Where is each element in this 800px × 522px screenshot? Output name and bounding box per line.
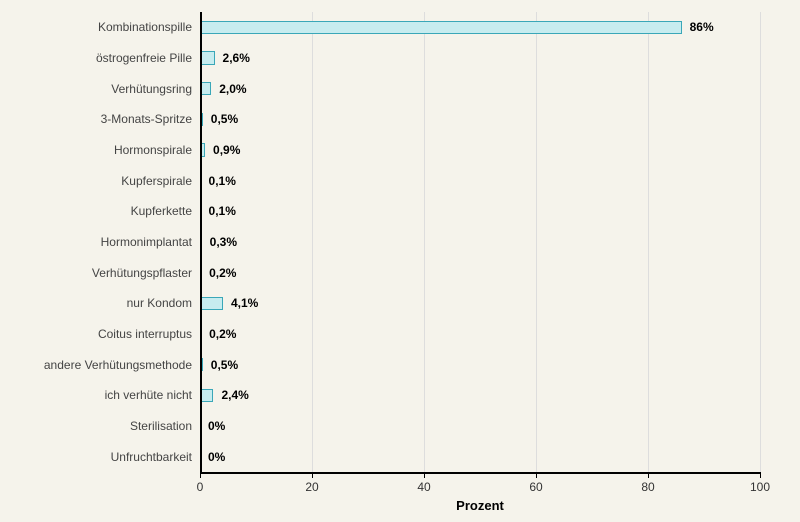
value-label: 0,2% [209, 327, 236, 341]
category-label: Kombinationspille [98, 20, 192, 34]
bar [200, 389, 213, 402]
y-axis [200, 12, 202, 472]
value-label: 0,9% [213, 143, 240, 157]
category-label: östrogenfreie Pille [96, 51, 192, 65]
value-label: 0,5% [211, 112, 238, 126]
value-label: 2,6% [223, 51, 250, 65]
value-label: 2,4% [221, 388, 248, 402]
value-label: 0,1% [209, 174, 236, 188]
x-tick [760, 472, 761, 478]
bar [200, 21, 682, 34]
category-label: ich verhüte nicht [105, 388, 192, 402]
x-tick [424, 472, 425, 478]
bar [200, 51, 215, 64]
plot-area: 86% 2,6% 2,0% 0,5% 0,9% 0,1% 0,1% 0,3% 0,2% 4,1% 0… [200, 12, 760, 472]
category-label: Kupferkette [131, 204, 192, 218]
value-label: 2,0% [219, 82, 246, 96]
category-label: Verhütungspflaster [92, 266, 192, 280]
value-label: 0,3% [210, 235, 237, 249]
category-label: Kupferspirale [121, 174, 192, 188]
x-tick [536, 472, 537, 478]
category-label: Unfruchtbarkeit [111, 450, 192, 464]
bar [200, 297, 223, 310]
category-label: Sterilisation [130, 419, 192, 433]
category-label: 3-Monats-Spritze [101, 112, 192, 126]
x-tick-label: 60 [529, 480, 542, 494]
x-tick-label: 100 [750, 480, 770, 494]
category-label: andere Verhütungsmethode [44, 358, 192, 372]
x-tick-label: 20 [305, 480, 318, 494]
value-label: 4,1% [231, 296, 258, 310]
category-label: Hormonimplantat [101, 235, 192, 249]
category-label: Verhütungsring [111, 82, 192, 96]
value-label: 0% [208, 450, 225, 464]
bar [200, 82, 211, 95]
x-tick-label: 80 [641, 480, 654, 494]
value-label: 0,2% [209, 266, 236, 280]
x-tick [648, 472, 649, 478]
grid-line [312, 12, 313, 472]
value-label: 0% [208, 419, 225, 433]
chart-canvas: 86% 2,6% 2,0% 0,5% 0,9% 0,1% 0,1% 0,3% 0,2% 4,1% 0… [0, 0, 800, 522]
value-label: 0,5% [211, 358, 238, 372]
value-label: 0,1% [209, 204, 236, 218]
x-axis [200, 472, 760, 474]
value-label: 86% [690, 20, 714, 34]
x-axis-title: Prozent [456, 498, 504, 513]
x-tick-label: 0 [197, 480, 204, 494]
grid-line [760, 12, 761, 472]
grid-line [536, 12, 537, 472]
x-tick-label: 40 [417, 480, 430, 494]
category-label: nur Kondom [127, 296, 192, 310]
grid-line [424, 12, 425, 472]
grid-line [648, 12, 649, 472]
category-label: Coitus interruptus [98, 327, 192, 341]
x-tick [200, 472, 201, 478]
category-label: Hormonspirale [114, 143, 192, 157]
x-tick [312, 472, 313, 478]
